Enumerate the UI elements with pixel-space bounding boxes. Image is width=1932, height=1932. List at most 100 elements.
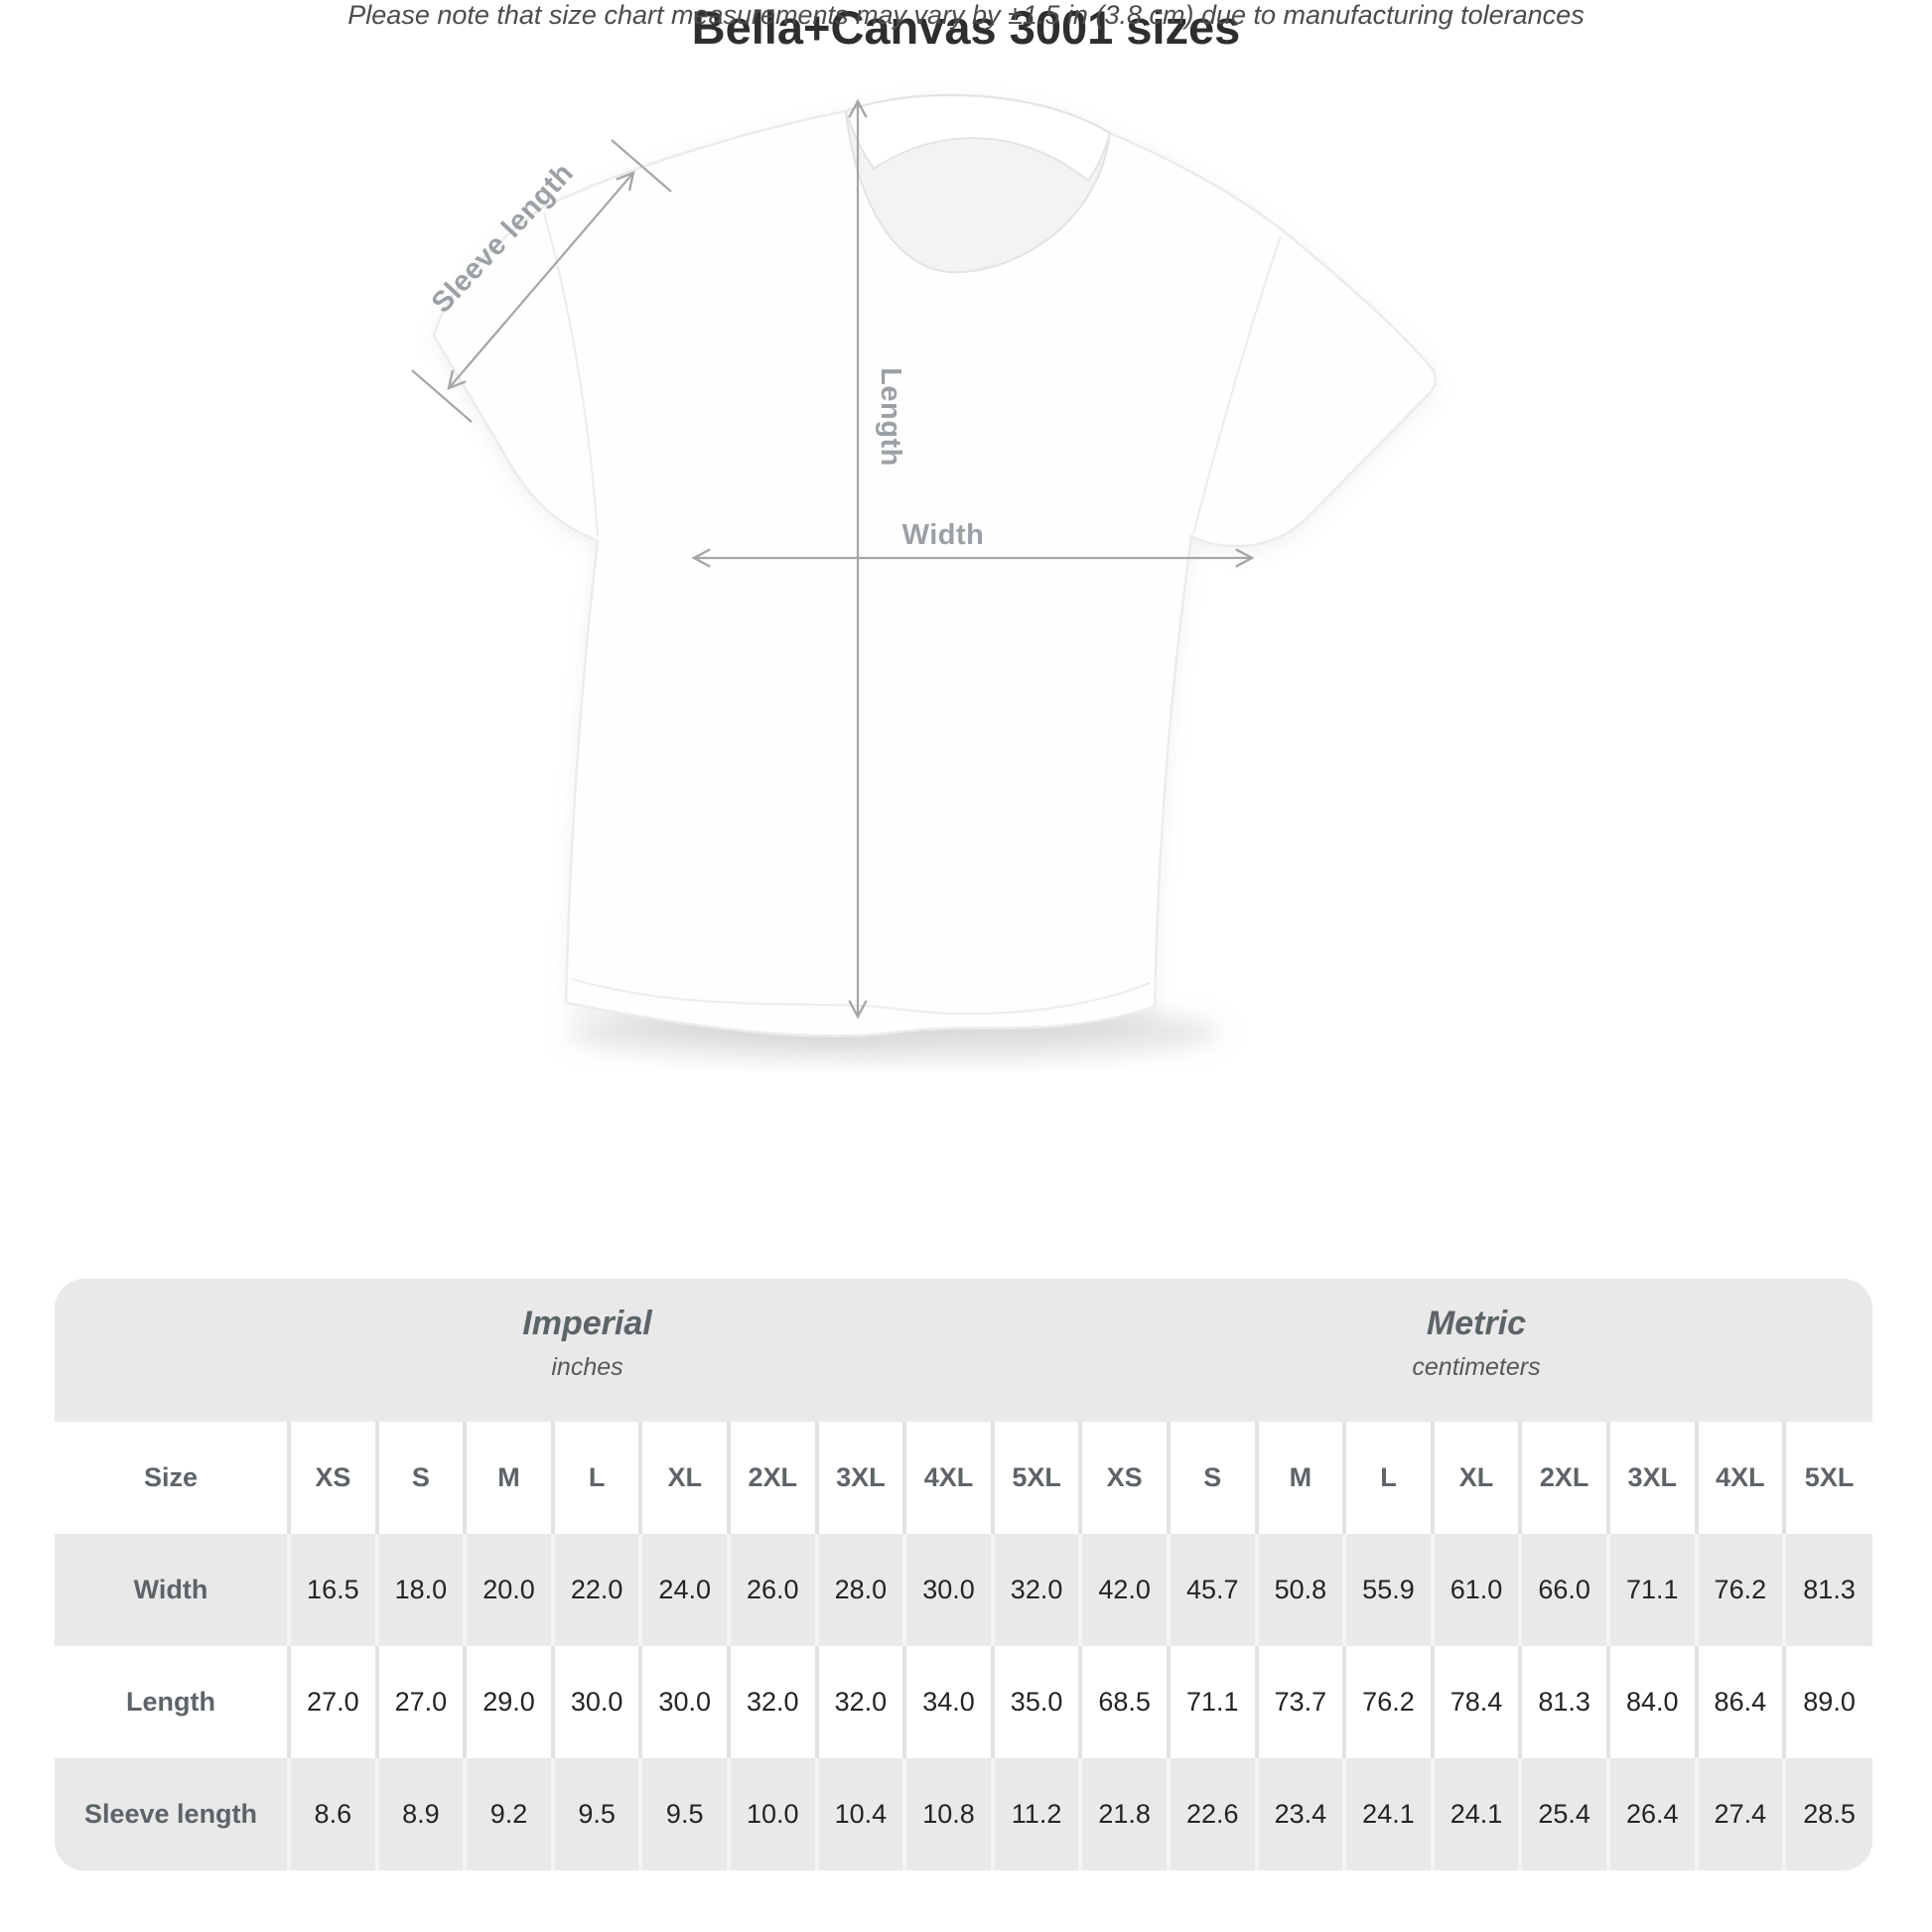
- sleeve-dimension-line: [447, 171, 635, 390]
- measurement-cell: 81.3: [1782, 1534, 1872, 1646]
- unit-group-metric: Metric centimeters: [1080, 1279, 1872, 1422]
- measurement-cell: 9.2: [463, 1758, 553, 1870]
- measurement-cell: 81.3: [1518, 1646, 1608, 1758]
- measurement-cell: 73.7: [1254, 1646, 1345, 1758]
- size-col-header: XS: [1078, 1422, 1169, 1534]
- measurement-cell: 32.0: [990, 1534, 1081, 1646]
- measurement-cell: 27.0: [374, 1646, 466, 1758]
- measurement-cell: 11.2: [990, 1758, 1081, 1870]
- size-col-header: 5XL: [990, 1422, 1081, 1534]
- measurement-cell: 22.6: [1166, 1758, 1257, 1870]
- size-col-header: 3XL: [1605, 1422, 1697, 1534]
- measurement-cell: 28.0: [814, 1534, 905, 1646]
- measurement-cell: 26.0: [727, 1534, 817, 1646]
- measurement-cell: 24.1: [1342, 1758, 1433, 1870]
- row-label: Sleeve length: [83, 1799, 258, 1829]
- measurement-cell: 66.0: [1518, 1534, 1608, 1646]
- sleeve-ext-tick-top: [611, 139, 672, 193]
- measurement-cell: 30.0: [902, 1534, 993, 1646]
- measurement-cell: 76.2: [1342, 1646, 1433, 1758]
- measurement-cell: 27.0: [287, 1646, 377, 1758]
- measurement-cell: 24.1: [1430, 1758, 1521, 1870]
- imperial-label: Imperial: [522, 1305, 652, 1342]
- measurement-cell: 28.5: [1782, 1758, 1872, 1870]
- measurement-cell: 61.0: [1430, 1534, 1521, 1646]
- sleeve-length-row: Sleeve length 8.6 8.9 9.2 9.5 9.5 10.0 1…: [55, 1758, 1872, 1870]
- size-col-header: L: [550, 1422, 641, 1534]
- measurement-cell: 84.0: [1605, 1646, 1697, 1758]
- size-col-header: 2XL: [1518, 1422, 1608, 1534]
- measurement-cell: 23.4: [1254, 1758, 1345, 1870]
- page-title: Bella+Canvas 3001 sizes: [691, 1, 1241, 54]
- measurement-cell: 45.7: [1166, 1534, 1257, 1646]
- corner-header: Size: [144, 1462, 199, 1492]
- size-col-header: 4XL: [1694, 1422, 1785, 1534]
- measurement-cell: 32.0: [814, 1646, 905, 1758]
- size-col-header: 2XL: [727, 1422, 817, 1534]
- measurement-cell: 9.5: [550, 1758, 641, 1870]
- size-chart-panel: Imperial inches Metric centimeters Size …: [55, 1279, 1872, 1870]
- size-col-header: XL: [1430, 1422, 1521, 1534]
- measurement-cell: 71.1: [1605, 1534, 1697, 1646]
- size-header-row: Size XS S M L XL 2XL 3XL 4XL 5XL XS S M …: [55, 1422, 1872, 1534]
- measurement-cell: 32.0: [727, 1646, 817, 1758]
- sleeve-ext-tick-bottom: [411, 369, 473, 423]
- size-col-header: XS: [287, 1422, 377, 1534]
- measurement-cell: 22.0: [550, 1534, 641, 1646]
- size-col-header: S: [1166, 1422, 1257, 1534]
- width-label: Width: [902, 519, 985, 551]
- tshirt-figure: Length Width Sleeve length: [411, 93, 1437, 1060]
- hem-stitch: [571, 977, 1151, 1016]
- row-label: Width: [133, 1575, 208, 1604]
- measurement-cell: 29.0: [463, 1646, 553, 1758]
- measurement-cell: 78.4: [1430, 1646, 1521, 1758]
- size-col-header: M: [1254, 1422, 1345, 1534]
- length-label: Length: [875, 367, 906, 467]
- measurement-cell: 10.0: [727, 1758, 817, 1870]
- measurement-cell: 26.4: [1605, 1758, 1697, 1870]
- measurement-cell: 30.0: [638, 1646, 729, 1758]
- size-col-header: 4XL: [902, 1422, 993, 1534]
- unit-group-imperial: Imperial inches: [55, 1279, 1080, 1422]
- measurement-cell: 76.2: [1694, 1534, 1785, 1646]
- width-row: Width 16.5 18.0 20.0 22.0 24.0 26.0 28.0…: [55, 1534, 1872, 1646]
- measurement-cell: 24.0: [638, 1534, 729, 1646]
- measurement-cell: 55.9: [1342, 1534, 1433, 1646]
- measurement-cell: 71.1: [1166, 1646, 1257, 1758]
- measurement-cell: 10.4: [814, 1758, 905, 1870]
- measurement-cell: 20.0: [463, 1534, 553, 1646]
- size-col-header: 3XL: [814, 1422, 905, 1534]
- measurement-cell: 16.5: [287, 1534, 377, 1646]
- measurement-cell: 9.5: [638, 1758, 729, 1870]
- imperial-unit: inches: [551, 1353, 623, 1381]
- measurement-cell: 35.0: [990, 1646, 1081, 1758]
- measurement-cell: 25.4: [1518, 1758, 1608, 1870]
- size-col-header: M: [463, 1422, 553, 1534]
- measurement-cell: 10.8: [902, 1758, 993, 1870]
- measurement-cell: 89.0: [1782, 1646, 1872, 1758]
- row-label: Length: [126, 1687, 215, 1717]
- measurement-cell: 21.8: [1078, 1758, 1169, 1870]
- measurement-cell: 18.0: [374, 1534, 466, 1646]
- tshirt-svg: Length Width Sleeve length: [411, 93, 1437, 1060]
- metric-label: Metric: [1426, 1305, 1527, 1342]
- measurement-cell: 68.5: [1078, 1646, 1169, 1758]
- size-col-header: XL: [638, 1422, 729, 1534]
- size-col-header: S: [374, 1422, 466, 1534]
- length-row: Length 27.0 27.0 29.0 30.0 30.0 32.0 32.…: [55, 1646, 1872, 1758]
- right-sleeve-seam: [1191, 235, 1283, 535]
- collar-band: [844, 93, 1112, 183]
- unit-band: Imperial inches Metric centimeters: [55, 1279, 1872, 1422]
- measurement-cell: 8.6: [287, 1758, 377, 1870]
- metric-unit: centimeters: [1412, 1353, 1541, 1381]
- size-col-header: L: [1342, 1422, 1433, 1534]
- measurement-cell: 42.0: [1078, 1534, 1169, 1646]
- measurement-cell: 34.0: [902, 1646, 993, 1758]
- measurement-cell: 86.4: [1694, 1646, 1785, 1758]
- measurement-cell: 30.0: [550, 1646, 641, 1758]
- measurement-cell: 27.4: [1694, 1758, 1785, 1870]
- measurement-cell: 50.8: [1254, 1534, 1345, 1646]
- measurement-cell: 8.9: [374, 1758, 466, 1870]
- size-table: Size XS S M L XL 2XL 3XL 4XL 5XL XS S M …: [55, 1422, 1872, 1870]
